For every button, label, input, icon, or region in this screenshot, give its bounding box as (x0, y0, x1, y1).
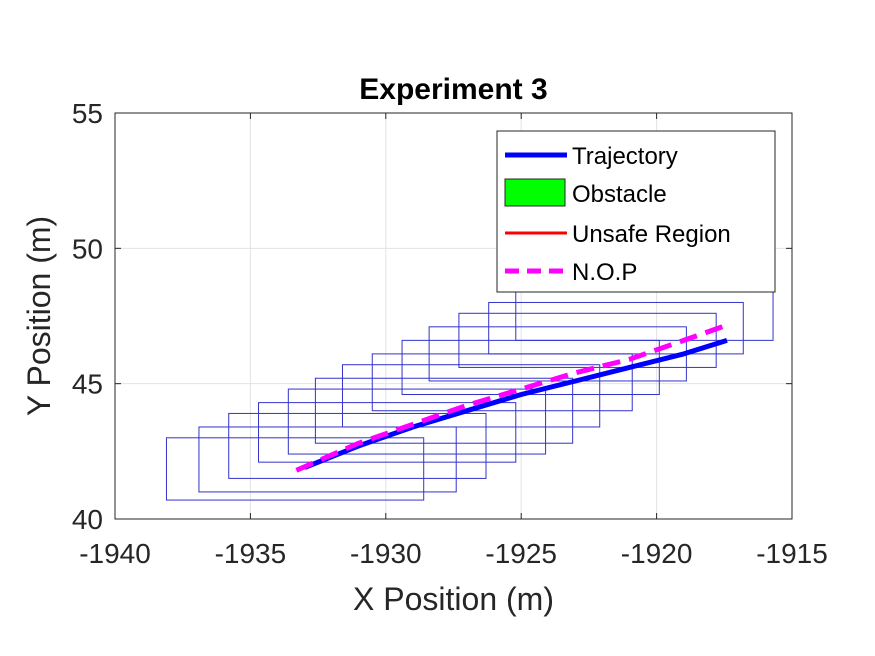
legend-label-obstacle: Obstacle (572, 181, 667, 208)
x-tick-label: -1940 (79, 538, 151, 569)
x-axis-label: X Position (m) (353, 581, 554, 617)
y-axis-label: Y Position (m) (21, 216, 57, 416)
y-tick-label: 45 (72, 369, 103, 400)
unsafe-region-box-11 (488, 301, 744, 355)
trajectory-line (303, 338, 728, 470)
x-axis-ticks: -1940 -1935 -1930 -1925 -1920 -1915 (79, 113, 828, 569)
x-tick-label: -1930 (350, 538, 422, 569)
y-tick-label: 55 (72, 98, 103, 129)
chart-title: Experiment 3 (359, 73, 547, 106)
x-tick-label: -1935 (215, 538, 287, 569)
unsafe-region-box-4 (287, 388, 547, 455)
unsafe-region-box-0 (165, 437, 425, 501)
series (295, 321, 731, 473)
axes-frame (114, 112, 793, 520)
legend: Trajectory Obstacle Unsafe Region N.O.P (496, 130, 776, 293)
unsafe-region-box-3 (258, 402, 517, 463)
legend-symbol-obstacle (504, 178, 566, 207)
y-axis-ticks: 40 45 50 55 (72, 98, 792, 535)
unsafe-region-box-1 (198, 426, 457, 493)
y-tick-label: 50 (72, 233, 103, 264)
y-tick-label: 40 (72, 504, 103, 535)
legend-label-trajectory: Trajectory (572, 143, 678, 170)
legend-box (496, 130, 776, 293)
nop-line (295, 321, 731, 473)
unsafe-region-box-2 (228, 412, 487, 479)
unsafe-region-box-6 (341, 364, 601, 428)
x-tick-label: -1920 (621, 538, 693, 569)
x-tick-label: -1915 (756, 538, 828, 569)
legend-label-unsafe-region: Unsafe Region (572, 221, 731, 248)
x-tick-label: -1925 (485, 538, 557, 569)
legend-label-nop: N.O.P (572, 259, 637, 286)
